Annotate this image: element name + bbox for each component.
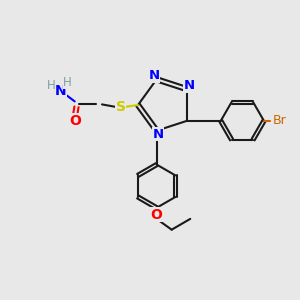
Text: N: N: [55, 84, 67, 98]
Text: S: S: [116, 100, 126, 114]
Text: H: H: [63, 76, 72, 89]
Text: N: N: [153, 128, 164, 141]
Text: Br: Br: [273, 114, 287, 128]
Text: O: O: [151, 208, 163, 222]
Text: N: N: [184, 79, 195, 92]
Text: H: H: [47, 79, 56, 92]
Text: O: O: [69, 114, 81, 128]
Text: N: N: [149, 69, 160, 82]
